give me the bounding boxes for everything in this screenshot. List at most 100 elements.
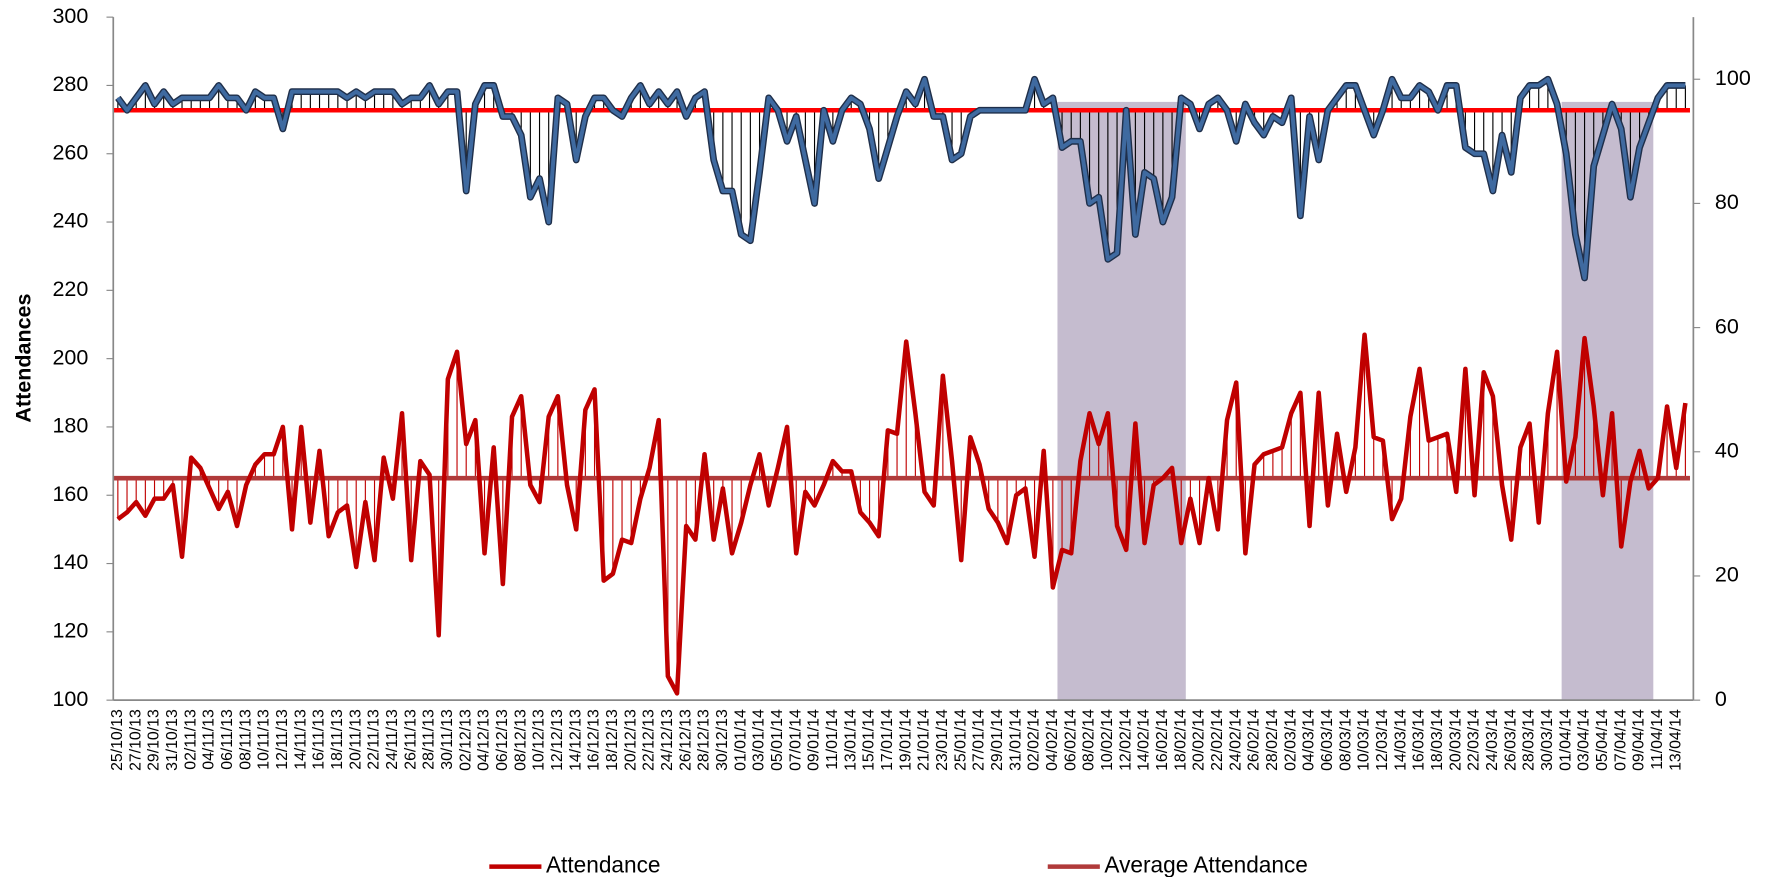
x-tick-label: 17/01/14	[879, 709, 896, 771]
x-tick-label: 25/10/13	[109, 709, 126, 771]
x-tick-label: 03/01/14	[751, 709, 768, 771]
x-tick-label: 28/02/14	[1264, 709, 1281, 771]
x-tick-label: 04/12/13	[476, 709, 493, 771]
x-tick-label: 30/12/13	[714, 709, 731, 771]
x-tick-label: 29/01/14	[989, 709, 1006, 771]
x-tick-label: 08/12/13	[512, 709, 529, 771]
x-tick-label: 21/01/14	[916, 709, 933, 771]
y-axis-title: Attendances	[12, 293, 36, 422]
legend-label: Attendance	[546, 852, 661, 877]
x-tick-label: 08/02/14	[1081, 709, 1098, 771]
x-tick-label: 20/11/13	[347, 709, 364, 770]
x-tick-label: 28/03/14	[1521, 709, 1538, 771]
x-tick-label: 15/01/14	[861, 709, 878, 771]
x-tick-label: 02/02/14	[1026, 709, 1043, 771]
x-tick-label: 07/04/14	[1612, 709, 1629, 771]
x-tick-label: 04/03/14	[1301, 709, 1318, 771]
x-tick-label: 22/02/14	[1209, 709, 1226, 771]
x-tick-label: 22/11/13	[366, 709, 383, 770]
x-tick-label: 03/04/14	[1576, 709, 1593, 771]
y-tick-label: 160	[52, 482, 88, 506]
x-tick-label: 13/01/14	[842, 709, 859, 771]
x-tick-label: 04/02/14	[1044, 709, 1061, 771]
x-tick-label: 11/01/14	[824, 709, 841, 770]
x-tick-label: 13/04/14	[1667, 709, 1684, 771]
x-tick-label: 14/11/13	[292, 709, 309, 770]
x-tick-label: 24/02/14	[1227, 709, 1244, 771]
x-tick-label: 29/10/13	[146, 709, 163, 771]
y-tick-label: 180	[52, 414, 88, 438]
x-tick-label: 20/02/14	[1191, 709, 1208, 771]
x-tick-label: 16/12/13	[586, 709, 603, 771]
x-tick-label: 05/01/14	[769, 709, 786, 771]
x-tick-label: 10/12/13	[531, 709, 548, 771]
x-tick-label: 06/12/13	[494, 709, 511, 771]
x-tick-label: 05/04/14	[1594, 709, 1611, 771]
x-tick-label: 30/03/14	[1539, 709, 1556, 771]
y-tick-label: 260	[52, 140, 88, 164]
x-tick-label: 18/12/13	[604, 709, 621, 771]
x-tick-label: 06/03/14	[1319, 709, 1336, 771]
x-tick-label: 01/04/14	[1557, 709, 1574, 771]
x-tick-label: 28/12/13	[696, 709, 713, 771]
x-tick-label: 11/04/14	[1649, 709, 1666, 770]
x-tick-label: 10/03/14	[1356, 709, 1373, 771]
x-tick-label: 16/11/13	[311, 709, 328, 770]
x-tick-label: 24/11/13	[384, 709, 401, 770]
x-tick-label: 12/11/13	[274, 709, 291, 770]
x-tick-label: 08/11/13	[237, 709, 254, 770]
x-tick-label: 28/11/13	[421, 709, 438, 770]
x-tick-label: 16/02/14	[1154, 709, 1171, 771]
x-tick-label: 08/03/14	[1337, 709, 1354, 771]
x-tick-label: 12/12/13	[549, 709, 566, 771]
y2-tick-label: 40	[1715, 438, 1739, 462]
y2-tick-label: 80	[1715, 190, 1739, 214]
x-tick-label: 30/11/13	[439, 709, 456, 770]
x-tick-label: 01/01/14	[732, 709, 749, 771]
x-tick-label: 26/12/13	[677, 709, 694, 771]
y-tick-label: 120	[52, 619, 88, 643]
x-tick-label: 02/03/14	[1282, 709, 1299, 771]
x-tick-label: 22/12/13	[641, 709, 658, 771]
x-tick-label: 10/02/14	[1099, 709, 1116, 771]
x-tick-label: 26/03/14	[1502, 709, 1519, 771]
y-tick-label: 240	[52, 209, 88, 233]
x-tick-label: 02/12/13	[457, 709, 474, 771]
x-tick-label: 24/03/14	[1484, 709, 1501, 771]
x-tick-label: 06/02/14	[1062, 709, 1079, 771]
y2-tick-label: 60	[1715, 314, 1739, 338]
x-tick-label: 20/12/13	[622, 709, 639, 771]
y-tick-label: 100	[52, 687, 88, 711]
x-tick-label: 18/02/14	[1172, 709, 1189, 771]
y-tick-label: 200	[52, 345, 88, 369]
series-line	[116, 77, 1686, 280]
x-tick-label: 12/02/14	[1117, 709, 1134, 771]
x-tick-label: 23/01/14	[934, 709, 951, 771]
x-tick-label: 04/11/13	[201, 709, 218, 770]
x-tick-label: 16/03/14	[1411, 709, 1428, 771]
series-line	[116, 332, 1688, 696]
x-tick-label: 20/03/14	[1447, 709, 1464, 771]
x-tick-label: 09/04/14	[1631, 709, 1648, 771]
x-tick-label: 26/11/13	[402, 709, 419, 770]
x-tick-label: 18/11/13	[329, 709, 346, 770]
x-tick-label: 24/12/13	[659, 709, 676, 771]
y2-tick-label: 0	[1715, 687, 1727, 711]
y2-tick-label: 20	[1715, 563, 1739, 587]
x-tick-label: 18/03/14	[1429, 709, 1446, 771]
x-tick-label: 26/02/14	[1246, 709, 1263, 771]
x-tick-label: 25/01/14	[952, 709, 969, 771]
x-tick-label: 27/01/14	[971, 709, 988, 771]
x-tick-label: 22/03/14	[1466, 709, 1483, 771]
x-tick-label: 06/11/13	[219, 709, 236, 770]
x-tick-label: 02/11/13	[182, 709, 199, 770]
x-tick-label: 31/10/13	[164, 709, 181, 771]
y-tick-label: 280	[52, 72, 88, 96]
y-tick-label: 300	[52, 4, 88, 28]
x-tick-label: 19/01/14	[897, 709, 914, 771]
x-tick-label: 14/02/14	[1136, 709, 1153, 771]
x-tick-label: 07/01/14	[787, 709, 804, 771]
legend-label: Average Attendance	[1104, 852, 1308, 877]
x-tick-label: 10/11/13	[256, 709, 273, 770]
